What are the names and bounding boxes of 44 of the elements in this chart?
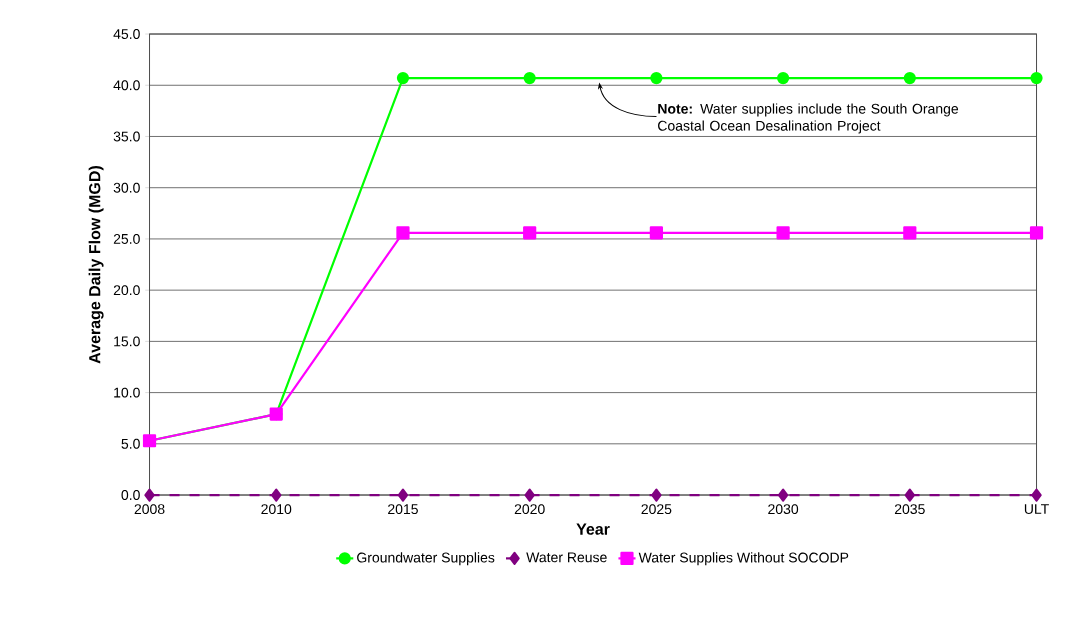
x-tick-label: 2030 [768,504,799,515]
point [903,226,917,240]
y-tick-label: 15.0 [114,336,140,347]
legend-label: Groundwater Supplies [357,552,495,566]
y-axis-title: Average Daily Flow (MGD) [88,166,104,364]
x-tick-label: 2008 [134,504,165,515]
point [649,226,663,240]
x-tick-label: 2035 [894,504,925,515]
x-tick-label: 2015 [388,504,418,515]
point [523,71,536,85]
annotation: Note: Water supplies include the South Orange Coastal Ocean Desalination Project [658,103,959,134]
y-tick-label: 5.0 [121,438,140,449]
point [777,488,789,502]
y-tick-label: 20.0 [113,285,140,296]
point [776,226,790,240]
point [904,488,916,502]
x-tick-label: ULT [1024,504,1049,514]
point [903,71,916,85]
y-tick-label: 30.0 [113,182,140,193]
x-tick-label: 2020 [514,504,545,515]
legend-label: Water Supplies Without SOCODP [638,552,849,566]
y-tick-label: 45.0 [113,29,140,39]
point [396,226,410,240]
y-tick-label: 35.0 [113,131,140,142]
point [1030,71,1043,85]
point [396,71,410,85]
y-tick-label: 0.0 [121,490,140,500]
point [1031,488,1042,502]
y-tick-label: 10.0 [114,387,140,398]
point [1029,226,1044,240]
legend-label: Water Reuse [526,552,607,563]
y-tick-label: 40.0 [113,80,140,91]
x-tick-label: 2010 [261,504,292,515]
point [651,488,662,502]
point [271,488,282,502]
y-tick-label: 25.0 [113,233,140,244]
x-axis-title: Year [576,523,610,535]
point [397,488,409,502]
point [524,488,535,502]
point [144,488,155,502]
point [777,71,790,85]
point [523,226,537,240]
x-tick-label: 2025 [641,504,672,515]
point [650,71,663,85]
